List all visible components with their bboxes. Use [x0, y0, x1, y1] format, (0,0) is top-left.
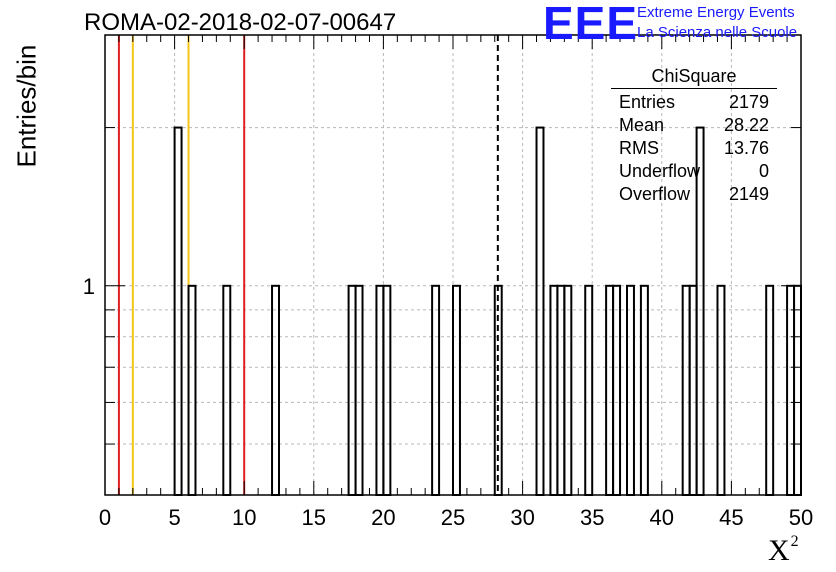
stats-label: Entries — [619, 92, 676, 112]
y-tick-label: 1 — [83, 274, 95, 299]
stats-value: 2179 — [728, 92, 769, 112]
x-tick-label: 40 — [650, 505, 674, 530]
stats-label: Underflow — [619, 161, 701, 181]
stats-row-overflow: Overflow 2149 — [611, 183, 777, 206]
histogram-bin — [786, 284, 796, 496]
histogram-bin — [271, 284, 281, 496]
stats-value: 0 — [758, 161, 769, 181]
x-axis-symbol: X — [768, 534, 790, 567]
histogram-bin — [584, 284, 594, 496]
histogram-bin — [354, 284, 364, 496]
axis-ticks — [104, 35, 802, 495]
histogram-bin — [765, 284, 775, 496]
histogram-bin — [793, 284, 802, 496]
logo-line-1: Extreme Energy Events — [637, 4, 795, 21]
x-tick-label: 45 — [719, 505, 743, 530]
stats-label: RMS — [619, 138, 659, 158]
stats-value: 28.22 — [723, 115, 769, 135]
histogram-bin — [173, 126, 183, 497]
x-tick-label: 30 — [510, 505, 534, 530]
histogram-bin — [375, 284, 385, 496]
eee-logo-caption: Extreme Energy Events La Scienza nelle S… — [637, 3, 797, 43]
stats-title: ChiSquare — [611, 66, 777, 89]
stats-row-underflow: Underflow 0 — [611, 160, 777, 183]
stats-label: Mean — [619, 115, 665, 135]
eee-logo: EEE — [543, 0, 639, 49]
histogram-bin — [681, 284, 691, 496]
x-tick-label: 15 — [302, 505, 326, 530]
histogram-bin — [716, 284, 726, 496]
y-axis-label: Entries/bin — [11, 44, 42, 168]
histogram-bin — [187, 284, 197, 496]
histogram-bin — [535, 126, 545, 497]
x-axis-superscript: 2 — [790, 533, 799, 550]
stats-value: 2149 — [728, 184, 769, 204]
stats-value: 13.76 — [723, 138, 769, 158]
stats-row-mean: Mean 28.22 — [611, 114, 777, 137]
stats-label: Overflow — [619, 184, 691, 204]
histogram-bin — [431, 284, 441, 496]
stats-box: ChiSquare Entries 2179 Mean 28.22 RMS 13… — [611, 66, 777, 206]
histogram-bin — [549, 284, 559, 496]
axis-tick-labels: 0 5 10 15 20 25 30 35 40 45 50 1 — [83, 274, 813, 530]
histogram-bin — [639, 284, 649, 496]
histogram-bin — [347, 284, 357, 496]
reference-lines — [117, 35, 499, 495]
x-tick-label: 25 — [441, 505, 465, 530]
histogram-bin — [605, 284, 615, 496]
histogram-bin — [452, 284, 461, 496]
histogram-bin — [382, 284, 392, 496]
histogram-bin — [556, 284, 566, 496]
x-tick-label: 5 — [168, 505, 180, 530]
histogram-bin — [626, 284, 635, 496]
x-tick-label: 0 — [99, 505, 111, 530]
x-tick-label: 35 — [580, 505, 604, 530]
run-title: ROMA-02-2018-02-07-00647 — [84, 9, 397, 36]
histogram-bin — [563, 284, 573, 496]
stats-row-rms: RMS 13.76 — [611, 137, 777, 160]
histogram-bin — [222, 284, 232, 496]
stats-row-entries: Entries 2179 — [611, 91, 777, 114]
x-tick-label: 50 — [789, 505, 813, 530]
histogram-bin — [612, 284, 622, 496]
x-tick-label: 10 — [232, 505, 256, 530]
logo-line-2: La Scienza nelle Scuole — [637, 24, 798, 41]
x-axis-label: X2 — [768, 533, 799, 568]
histogram-bin — [688, 284, 698, 496]
x-tick-label: 20 — [371, 505, 395, 530]
